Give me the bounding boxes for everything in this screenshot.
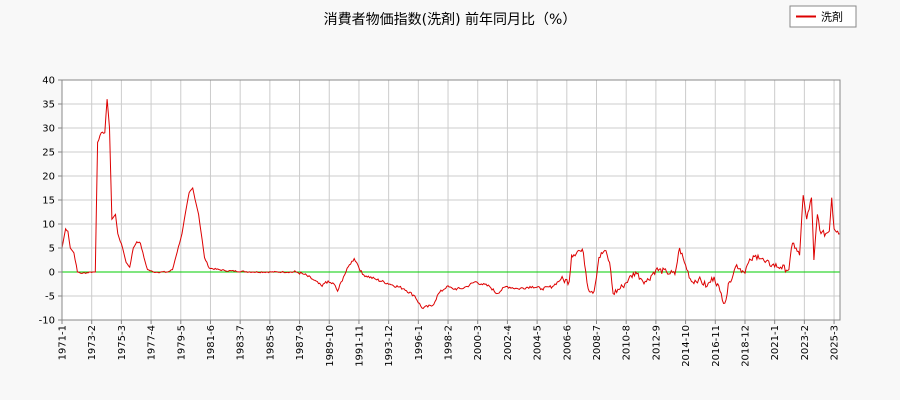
y-tick-label: 40 <box>42 76 55 87</box>
x-tick-label: 1983-7 <box>236 325 247 360</box>
series-line-senzai <box>61 99 841 310</box>
x-tick-label: 2000-3 <box>473 325 484 360</box>
x-tick-label: 2023-2 <box>800 325 811 360</box>
y-tick-label: 35 <box>42 100 55 111</box>
legend-box <box>789 5 857 28</box>
y-tick-label: 10 <box>42 220 55 231</box>
x-tick-label: 1981-6 <box>206 325 217 360</box>
legend-label: 洗剤 <box>821 10 843 24</box>
x-axis: 1971-1 1973-2 1975-3 1977-4 1979-5 1981-6 1983… <box>58 320 841 367</box>
x-tick-label: 2002-4 <box>503 325 514 360</box>
x-tick-label: 1993-12 <box>384 325 395 367</box>
x-tick-label: 2018-12 <box>740 325 751 367</box>
x-tick-label: 1977-4 <box>147 325 158 360</box>
x-tick-label: 2008-7 <box>592 325 603 360</box>
y-tick-label: 20 <box>42 172 55 183</box>
x-tick-label: 2021-1 <box>770 325 781 360</box>
x-tick-label: 1996-1 <box>414 325 425 360</box>
x-tick-label: 1985-8 <box>265 325 276 360</box>
x-tick-label: 1998-2 <box>444 325 455 360</box>
x-tick-label: 2004-5 <box>533 325 544 360</box>
x-tick-label: 2006-6 <box>562 325 573 360</box>
legend: 洗剤 <box>789 5 857 28</box>
x-tick-label: 1971-1 <box>58 325 69 360</box>
x-tick-label: 1987-9 <box>295 325 306 360</box>
y-tick-label: -5 <box>45 292 55 303</box>
y-axis: 40 35 30 25 20 15 10 5 0 -5 -10 <box>39 76 62 327</box>
x-tick-label: 2025-3 <box>830 325 841 360</box>
x-tick-label: 2010-8 <box>622 325 633 360</box>
y-tick-label: 15 <box>42 196 55 207</box>
x-tick-label: 2016-11 <box>711 325 722 367</box>
y-tick-label: 5 <box>49 244 55 255</box>
x-tick-label: 2014-10 <box>681 325 692 367</box>
x-tick-label: 1991-11 <box>354 325 365 367</box>
y-tick-label: 25 <box>42 148 55 159</box>
x-tick-label: 1973-2 <box>87 325 98 360</box>
x-tick-label: 1979-5 <box>176 325 187 360</box>
plot-frame <box>61 79 841 321</box>
y-tick-label: 30 <box>42 124 55 135</box>
chart-title: 消費者物価指数(洗剤) 前年同月比（%） <box>324 11 577 28</box>
y-tick-label: 0 <box>49 268 55 279</box>
x-tick-label: 2012-9 <box>651 325 662 360</box>
x-tick-label: 1975-3 <box>117 325 128 360</box>
y-tick-label: -10 <box>39 316 55 327</box>
x-tick-label: 1989-10 <box>325 325 336 367</box>
